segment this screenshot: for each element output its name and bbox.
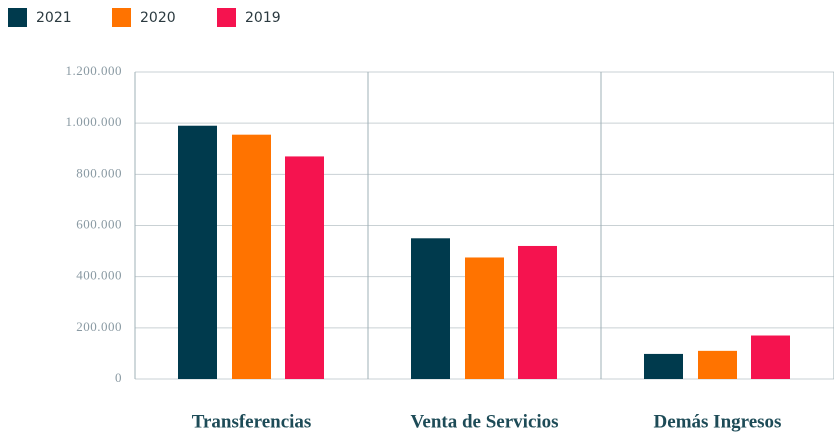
bar: [465, 257, 504, 379]
x-tick-label: Transferencias: [192, 411, 312, 432]
y-tick-label: 800.000: [76, 165, 122, 180]
legend-label: 2021: [36, 10, 72, 26]
legend-label: 2020: [140, 10, 176, 26]
bar: [698, 350, 737, 379]
bar: [232, 134, 271, 379]
legend-swatch: [217, 8, 236, 27]
bar: [644, 353, 683, 379]
legend-label: 2019: [245, 10, 281, 26]
y-tick-label: 200.000: [76, 319, 122, 334]
legend-swatch: [8, 8, 27, 27]
legend-swatch: [112, 8, 131, 27]
bar: [411, 238, 450, 379]
y-tick-label: 1.200.000: [66, 63, 123, 78]
y-tick-label: 1.000.000: [66, 114, 123, 129]
y-tick-label: 400.000: [76, 268, 122, 283]
bar: [178, 125, 217, 379]
bar: [285, 156, 324, 379]
x-tick-label: Venta de Servicios: [410, 411, 558, 432]
x-tick-label: Demás Ingresos: [654, 411, 782, 432]
bar: [518, 245, 557, 379]
bar: [751, 335, 790, 379]
y-tick-label: 600.000: [76, 216, 122, 231]
y-tick-label: 0: [115, 370, 122, 385]
